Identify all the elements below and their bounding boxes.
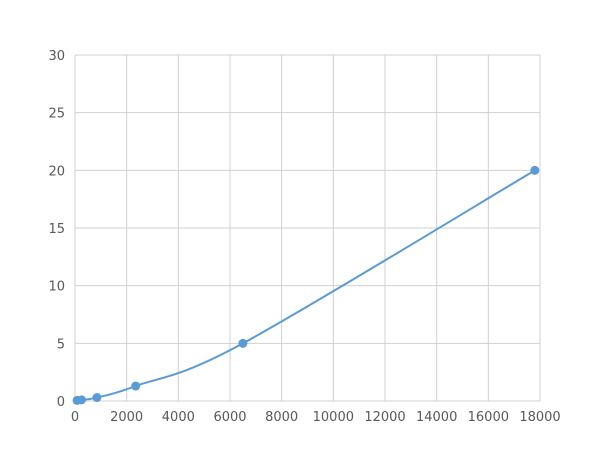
x-tick-label: 10000 [313, 410, 354, 425]
y-tick-label: 10 [48, 280, 65, 295]
data-point [530, 165, 540, 175]
data-point [131, 381, 141, 391]
data-point [238, 338, 248, 348]
y-tick-label: 5 [57, 337, 65, 352]
x-axis-ticks: 0 2000 4000 6000 8000 10000 12000 14000 16000 180… [71, 410, 561, 425]
x-tick-label: 16000 [468, 410, 509, 425]
x-tick-label: 14000 [416, 410, 457, 425]
x-tick-label: 8000 [265, 410, 298, 425]
x-tick-label: 6000 [213, 410, 246, 425]
x-tick-label: 4000 [162, 410, 195, 425]
x-tick-label: 12000 [364, 410, 405, 425]
x-tick-label: 18000 [519, 410, 560, 425]
y-tick-label: 15 [48, 222, 65, 237]
y-tick-label: 25 [48, 107, 65, 122]
y-tick-label: 20 [48, 164, 65, 179]
y-tick-label: 0 [57, 395, 65, 410]
data-point [76, 395, 86, 405]
x-tick-label: 0 [71, 410, 79, 425]
grid [74, 54, 541, 402]
data-point [92, 393, 102, 403]
y-tick-label: 30 [48, 49, 65, 64]
data-points [72, 165, 540, 405]
x-tick-label: 2000 [110, 410, 143, 425]
y-axis-ticks: 0 5 10 15 20 25 30 [48, 49, 65, 410]
